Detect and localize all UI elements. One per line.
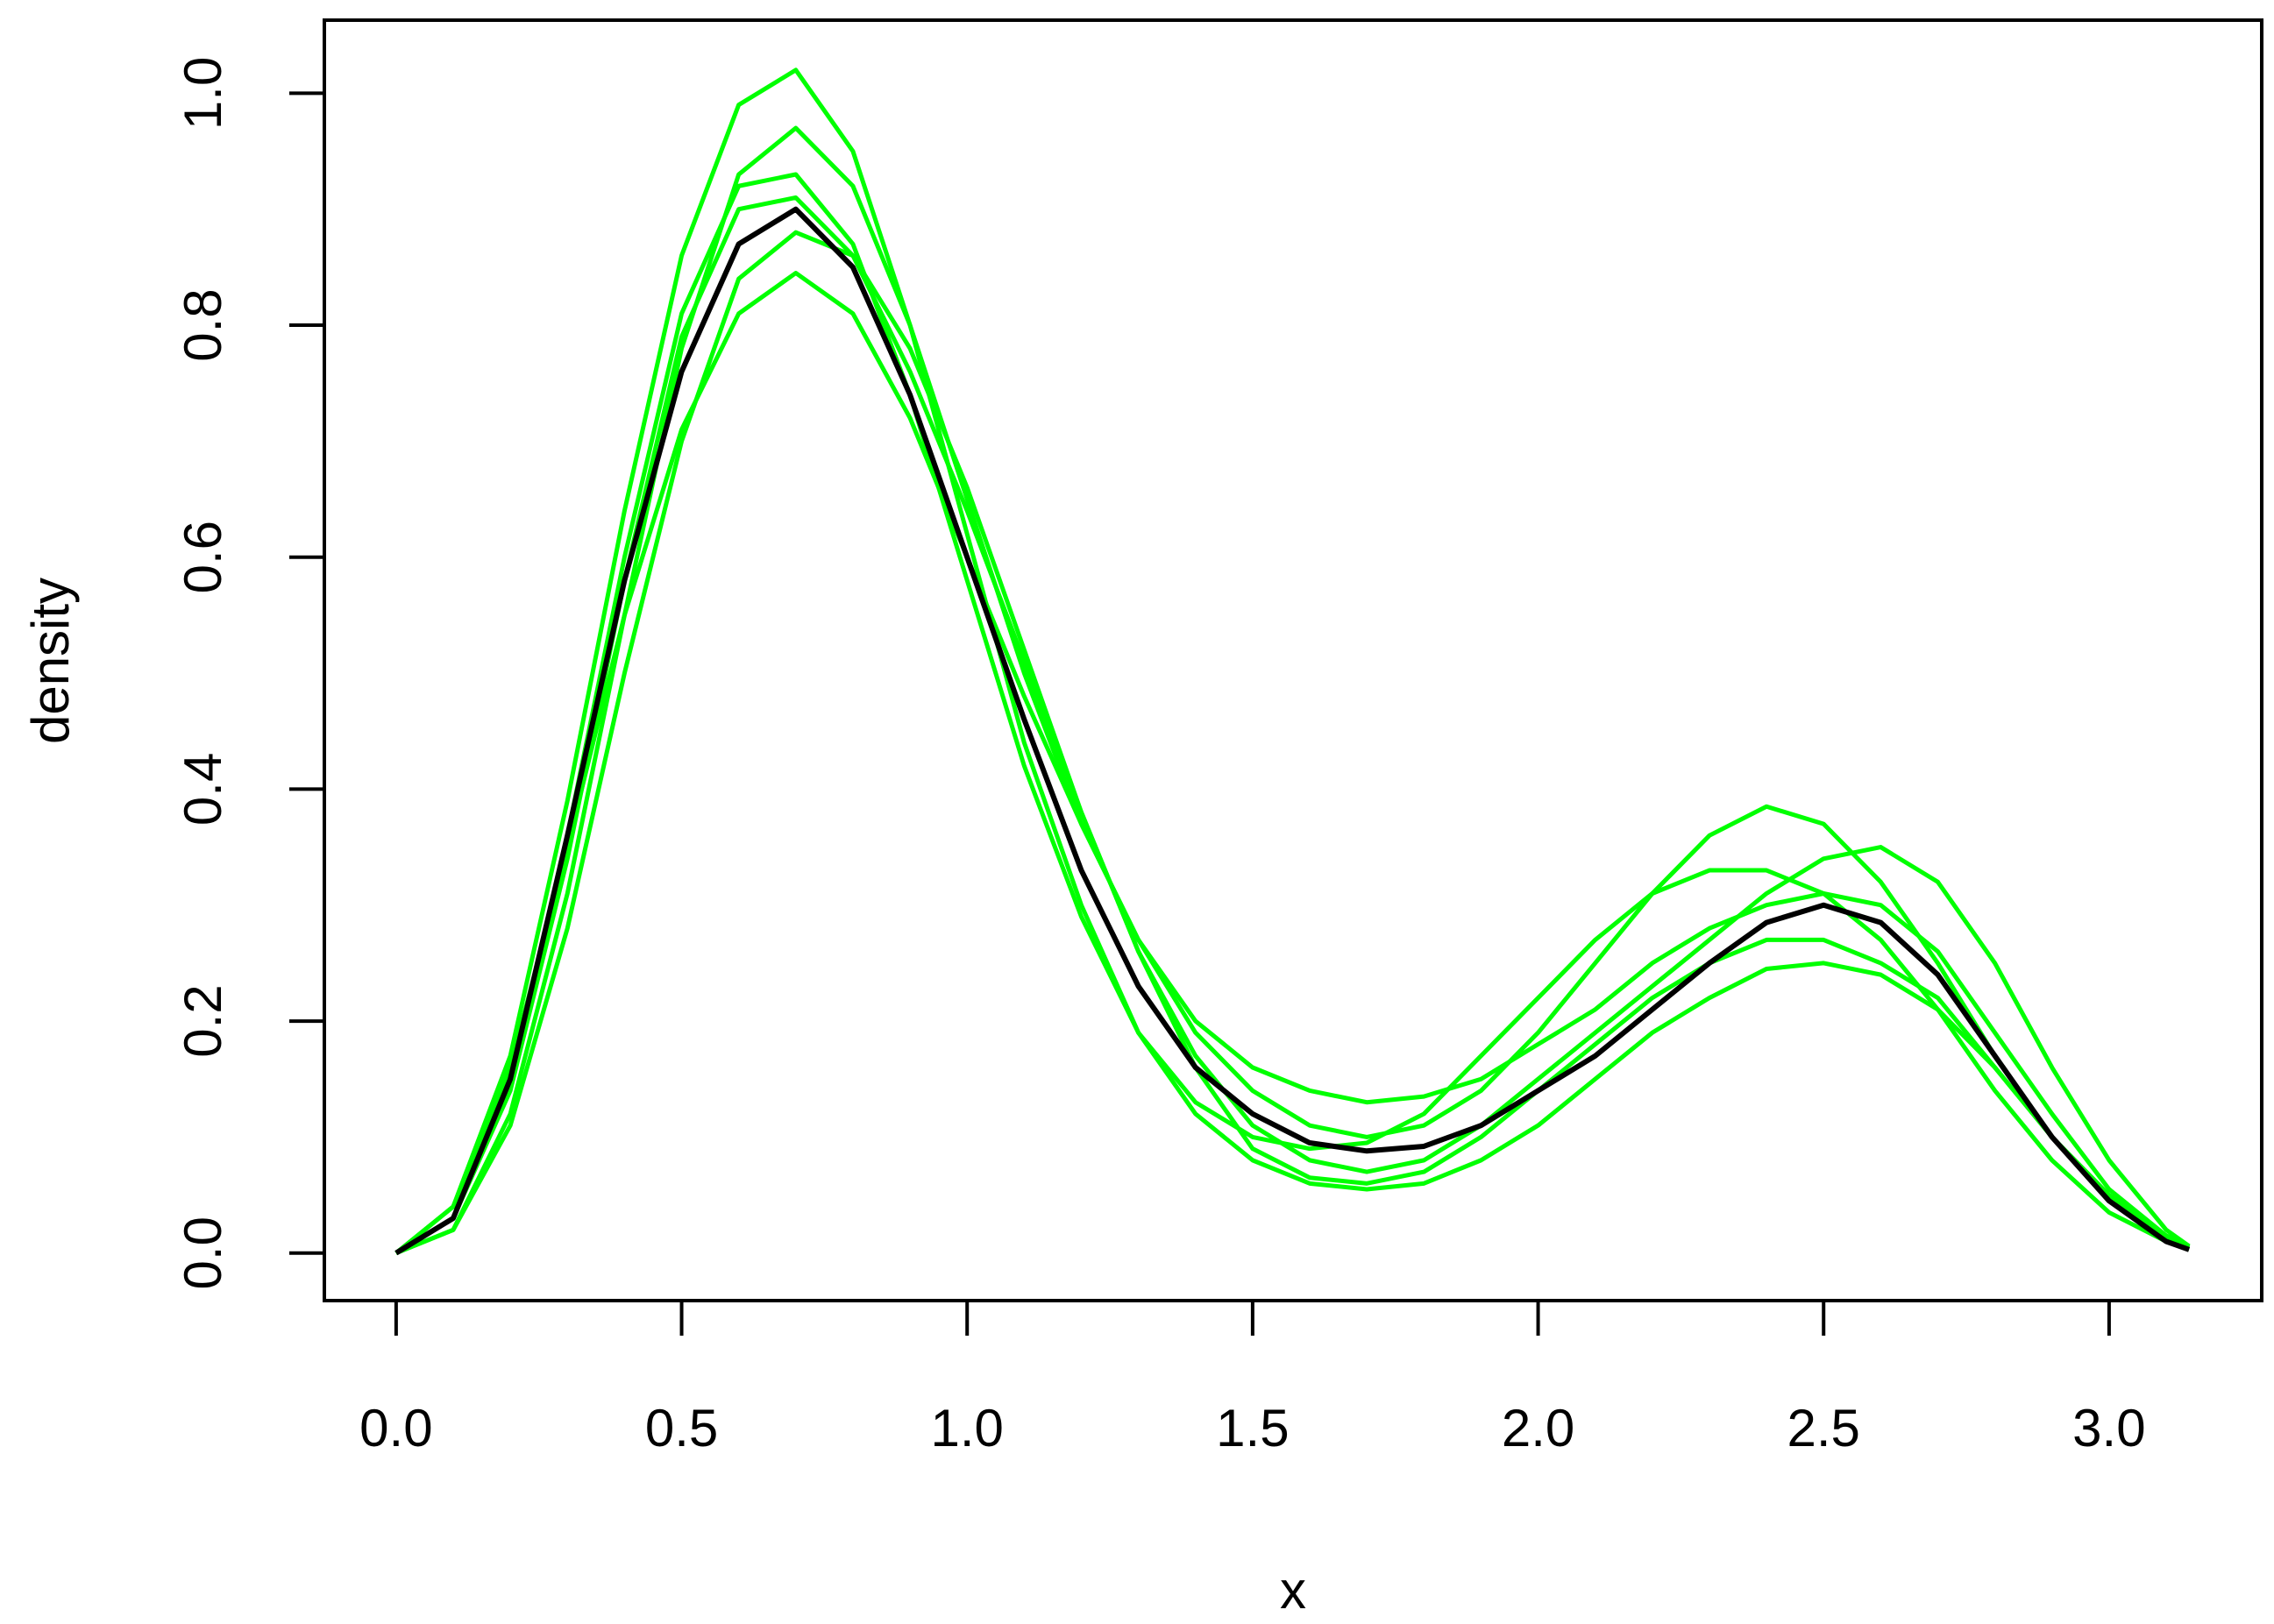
y-tick-label: 1.0 [174, 57, 232, 130]
x-tick-label: 3.0 [2072, 1399, 2145, 1457]
y-tick-label: 0.6 [174, 521, 232, 593]
y-tick-label: 0.4 [174, 753, 232, 826]
x-tick-label: 0.5 [645, 1399, 718, 1457]
y-axis-label: density [21, 578, 80, 744]
x-tick-label: 1.0 [931, 1399, 1004, 1457]
density-line [394, 206, 2191, 1256]
x-tick-label: 2.5 [1787, 1399, 1860, 1457]
y-tick-label: 0.2 [174, 984, 232, 1057]
x-tick-label: 1.5 [1216, 1399, 1289, 1457]
y-tick-label: 0.0 [174, 1216, 232, 1289]
x-axis-label: x [1280, 1561, 1306, 1620]
x-tick-label: 0.0 [359, 1399, 432, 1457]
density-line [394, 230, 2191, 1256]
density-line [394, 125, 2191, 1256]
x-tick-label: 2.0 [1502, 1399, 1574, 1457]
density-line [394, 195, 2191, 1255]
density-line [394, 67, 2191, 1255]
y-tick-label: 0.8 [174, 288, 232, 361]
